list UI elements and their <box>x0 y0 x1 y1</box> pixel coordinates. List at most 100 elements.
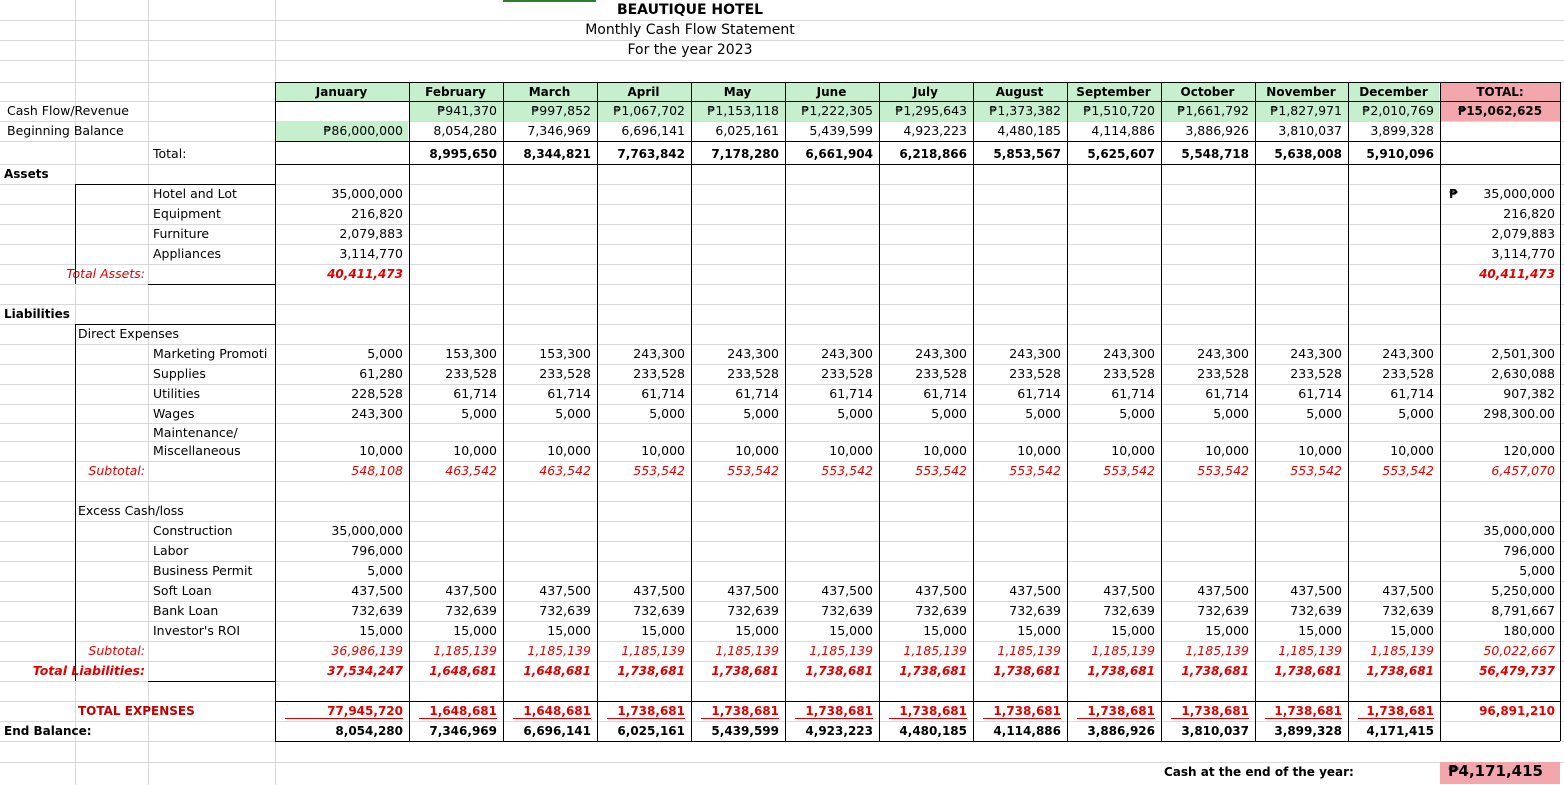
business-permit-cell[interactable]: 5,000 <box>1519 563 1555 578</box>
revenue-cell[interactable]: ₱1,373,382 <box>989 103 1061 118</box>
utilities-cell[interactable]: 61,714 <box>1017 386 1061 401</box>
total-expenses-cell[interactable]: 1,738,681 <box>795 701 873 719</box>
subtotal-excess-cell[interactable]: 50,022,667 <box>1483 643 1555 658</box>
total-liabilities-cell[interactable]: 1,738,681 <box>617 664 685 678</box>
wages-cell[interactable]: 5,000 <box>931 406 967 421</box>
total-assets-cell[interactable] <box>1255 264 1342 284</box>
subtotal-excess-cell[interactable]: 1,185,139 <box>1091 643 1155 658</box>
bank-loan-cell[interactable]: 732,639 <box>915 603 967 618</box>
labor-cell[interactable] <box>1348 541 1434 561</box>
furniture-cell[interactable] <box>1348 224 1434 244</box>
supplies-cell[interactable]: 233,528 <box>1197 366 1249 381</box>
bank-loan-cell[interactable]: 732,639 <box>1382 603 1434 618</box>
beginning-balance-cell[interactable]: 4,480,185 <box>997 123 1061 138</box>
hotel-lot-cell[interactable] <box>1067 184 1155 204</box>
hotel-lot-cell[interactable] <box>409 184 497 204</box>
total-assets-cell[interactable] <box>1348 264 1434 284</box>
supplies-cell[interactable]: 233,528 <box>1382 366 1434 381</box>
subtotal-excess-cell[interactable]: 36,986,139 <box>331 643 403 658</box>
month-header-november[interactable]: November <box>1266 85 1336 99</box>
total-expenses-cell[interactable]: 96,891,210 <box>1479 704 1555 718</box>
subtotal-direct-cell[interactable]: 463,542 <box>445 463 497 478</box>
hotel-lot-cell[interactable] <box>879 184 967 204</box>
construction-cell[interactable] <box>597 521 685 541</box>
marketing-cell[interactable]: 243,300 <box>1009 346 1061 361</box>
soft-loan-cell[interactable]: 437,500 <box>445 583 497 598</box>
maintenance-cell[interactable]: 120,000 <box>1503 443 1555 458</box>
labor-cell[interactable] <box>1255 541 1342 561</box>
maintenance-cell[interactable]: 10,000 <box>1298 443 1342 458</box>
equipment-cell[interactable] <box>1348 204 1434 224</box>
wages-cell[interactable]: 5,000 <box>743 406 779 421</box>
investor-roi-cell[interactable]: 15,000 <box>641 623 685 638</box>
end-balance-cell[interactable]: 5,439,599 <box>711 724 779 738</box>
month-header-january[interactable]: January <box>315 85 368 99</box>
furniture-cell[interactable]: 2,079,883 <box>339 226 403 241</box>
furniture-cell[interactable] <box>1161 224 1249 244</box>
total-assets-cell[interactable] <box>691 264 779 284</box>
maintenance-cell[interactable]: 10,000 <box>453 443 497 458</box>
investor-roi-cell[interactable]: 15,000 <box>735 623 779 638</box>
equipment-cell[interactable] <box>879 204 967 224</box>
total-cell[interactable]: 6,661,904 <box>805 147 873 161</box>
equipment-cell[interactable] <box>597 204 685 224</box>
total-liabilities-cell[interactable]: 56,479,737 <box>1479 664 1555 678</box>
business-permit-cell[interactable] <box>1348 561 1434 581</box>
maintenance-cell[interactable]: 10,000 <box>359 443 403 458</box>
bank-loan-cell[interactable]: 732,639 <box>445 603 497 618</box>
wages-cell[interactable]: 5,000 <box>837 406 873 421</box>
subtotal-excess-cell[interactable]: 1,185,139 <box>903 643 967 658</box>
hotel-lot-cell[interactable]: 35,000,000 <box>331 186 403 201</box>
equipment-cell[interactable] <box>503 204 591 224</box>
appliances-cell[interactable] <box>1255 244 1342 264</box>
month-header-october[interactable]: October <box>1180 85 1235 99</box>
hotel-lot-cell[interactable]: 35,000,000 <box>1483 186 1555 201</box>
subtotal-direct-cell[interactable]: 553,542 <box>1009 463 1061 478</box>
total-expenses-cell[interactable]: 1,648,681 <box>419 701 497 719</box>
end-balance-cell[interactable]: 4,480,185 <box>899 724 967 738</box>
hotel-lot-cell[interactable] <box>503 184 591 204</box>
furniture-cell[interactable] <box>597 224 685 244</box>
wages-cell[interactable]: 5,000 <box>1306 406 1342 421</box>
business-permit-cell[interactable]: 5,000 <box>367 563 403 578</box>
subtotal-direct-cell[interactable]: 553,542 <box>1290 463 1342 478</box>
appliances-cell[interactable] <box>503 244 591 264</box>
construction-cell[interactable] <box>973 521 1061 541</box>
subtotal-direct-cell[interactable]: 6,457,070 <box>1491 463 1555 478</box>
subtotal-direct-cell[interactable]: 553,542 <box>1197 463 1249 478</box>
furniture-cell[interactable] <box>1255 224 1342 244</box>
wages-cell[interactable]: 5,000 <box>1119 406 1155 421</box>
beginning-balance-cell[interactable]: 5,439,599 <box>809 123 873 138</box>
marketing-cell[interactable]: 243,300 <box>821 346 873 361</box>
total-expenses-cell[interactable]: 1,738,681 <box>1358 701 1434 719</box>
appliances-cell[interactable] <box>879 244 967 264</box>
beginning-balance-cell[interactable]: ₱86,000,000 <box>323 123 403 138</box>
construction-cell[interactable] <box>1255 521 1342 541</box>
total-assets-cell[interactable] <box>1067 264 1155 284</box>
maintenance-cell[interactable]: 10,000 <box>1390 443 1434 458</box>
labor-cell[interactable]: 796,000 <box>351 543 403 558</box>
subtotal-excess-cell[interactable]: 1,185,139 <box>621 643 685 658</box>
total-header[interactable]: TOTAL: <box>1476 85 1524 99</box>
end-balance-cell[interactable]: 8,054,280 <box>335 724 403 738</box>
total-expenses-cell[interactable]: 77,945,720 <box>285 701 403 719</box>
total-cell[interactable]: 5,548,718 <box>1181 147 1249 161</box>
utilities-cell[interactable]: 907,382 <box>1503 386 1555 401</box>
month-header-june[interactable]: June <box>816 85 847 99</box>
supplies-cell[interactable]: 233,528 <box>633 366 685 381</box>
subtotal-direct-cell[interactable]: 553,542 <box>1382 463 1434 478</box>
supplies-cell[interactable]: 233,528 <box>1290 366 1342 381</box>
beginning-balance-cell[interactable]: 3,810,037 <box>1278 123 1342 138</box>
total-liabilities-cell[interactable]: 37,534,247 <box>327 664 403 678</box>
utilities-cell[interactable]: 61,714 <box>453 386 497 401</box>
subtotal-excess-cell[interactable]: 1,185,139 <box>809 643 873 658</box>
maintenance-cell[interactable]: 10,000 <box>641 443 685 458</box>
labor-cell[interactable] <box>785 541 873 561</box>
labor-cell[interactable] <box>973 541 1061 561</box>
total-assets-cell[interactable]: 40,411,473 <box>327 267 403 281</box>
end-balance-cell[interactable]: 4,171,415 <box>1366 724 1434 738</box>
furniture-cell[interactable] <box>879 224 967 244</box>
wages-cell[interactable]: 5,000 <box>1025 406 1061 421</box>
end-balance-cell[interactable]: 6,696,141 <box>523 724 591 738</box>
total-assets-cell[interactable] <box>409 264 497 284</box>
